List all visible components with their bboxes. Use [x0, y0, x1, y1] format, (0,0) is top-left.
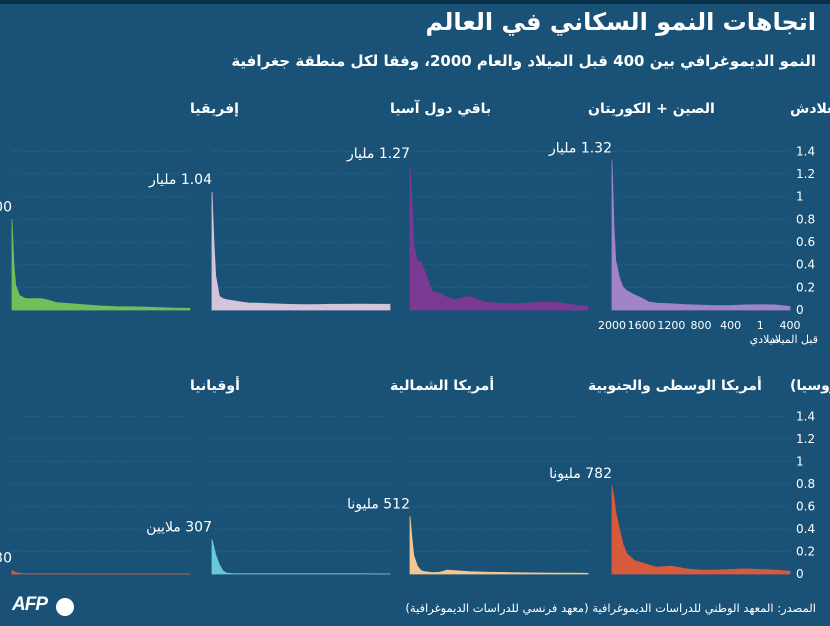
peak-value-label: 782 مليونا [549, 466, 612, 482]
panel-title: باقي دول آسيا [390, 99, 491, 117]
top-rule [0, 0, 830, 4]
panel-title: أوروبا (وتشمل روسيا) [790, 376, 830, 394]
y-tick-label: 1.2 [796, 167, 815, 181]
series-area [211, 539, 391, 575]
peak-value-label: 1.32 مليار [548, 140, 612, 156]
y-tick-label: 1 [796, 190, 804, 204]
panel-title: أوقيانيا [190, 376, 240, 394]
series-area [611, 160, 791, 311]
y-tick-label: 1.2 [796, 432, 815, 446]
source-note: المصدر: المعهد الوطني للدراسات الديموغرا… [405, 601, 816, 615]
x-tick-label: 2000 [598, 319, 626, 332]
x-tick-label: 400 [780, 319, 801, 332]
series-area [11, 569, 191, 575]
panel-title: أمريكا الوسطى والجنوبية [588, 376, 762, 394]
peak-value-label: 30 مليونا [0, 551, 12, 567]
y-tick-label: 0.8 [796, 477, 815, 491]
peak-value-label: 1.04 مليار [148, 172, 212, 188]
y-tick-label: 0.6 [796, 235, 815, 249]
x-tick-label: 400 [720, 319, 741, 332]
page-title: اتجاهات النمو السكاني في العالم [425, 8, 816, 36]
x-tick-label: 1600 [628, 319, 656, 332]
x-tick-label: 1 [757, 319, 764, 332]
y-tick-label: 0.2 [796, 544, 815, 558]
panel-title: أمريكا الشمالية [390, 376, 494, 394]
peak-value-label: 800 مليون [0, 199, 12, 215]
panel-title: إفريقيا [190, 101, 239, 117]
x-tick-label: 1200 [657, 319, 685, 332]
afp-logo-dot [56, 598, 74, 616]
page-subtitle: النمو الديموغرافي بين 400 قبل الميلاد وا… [231, 52, 816, 70]
y-tick-label: 1.4 [796, 144, 815, 158]
series-area [611, 485, 791, 575]
y-tick-label: 0 [796, 303, 804, 317]
afp-logo: AFP [12, 594, 48, 615]
x-tick-sublabel: قبل الميلاد [770, 333, 818, 346]
y-tick-label: 0.4 [796, 258, 815, 272]
panel-title: الصين + الكوريتان [588, 101, 715, 117]
y-tick-label: 0.2 [796, 280, 815, 294]
series-area [409, 516, 589, 575]
y-tick-label: 0.4 [796, 522, 815, 536]
y-tick-label: 0.6 [796, 499, 815, 513]
peak-value-label: 307 ملايين [146, 519, 212, 535]
x-tick-label: 800 [691, 319, 712, 332]
y-tick-label: 1.4 [796, 409, 815, 423]
peak-value-label: 1.27 مليار [346, 146, 410, 162]
y-tick-label: 0 [796, 567, 804, 581]
peak-value-label: 512 مليونا [347, 496, 410, 512]
series-area [211, 192, 391, 311]
panel-title: الهند + باكستان + بنغلادش [790, 101, 830, 117]
series-area [11, 219, 191, 311]
y-tick-label: 0.8 [796, 212, 815, 226]
series-area [409, 166, 589, 311]
x-tick-sublabel: ميلادي [750, 333, 779, 346]
y-tick-label: 1 [796, 454, 804, 468]
